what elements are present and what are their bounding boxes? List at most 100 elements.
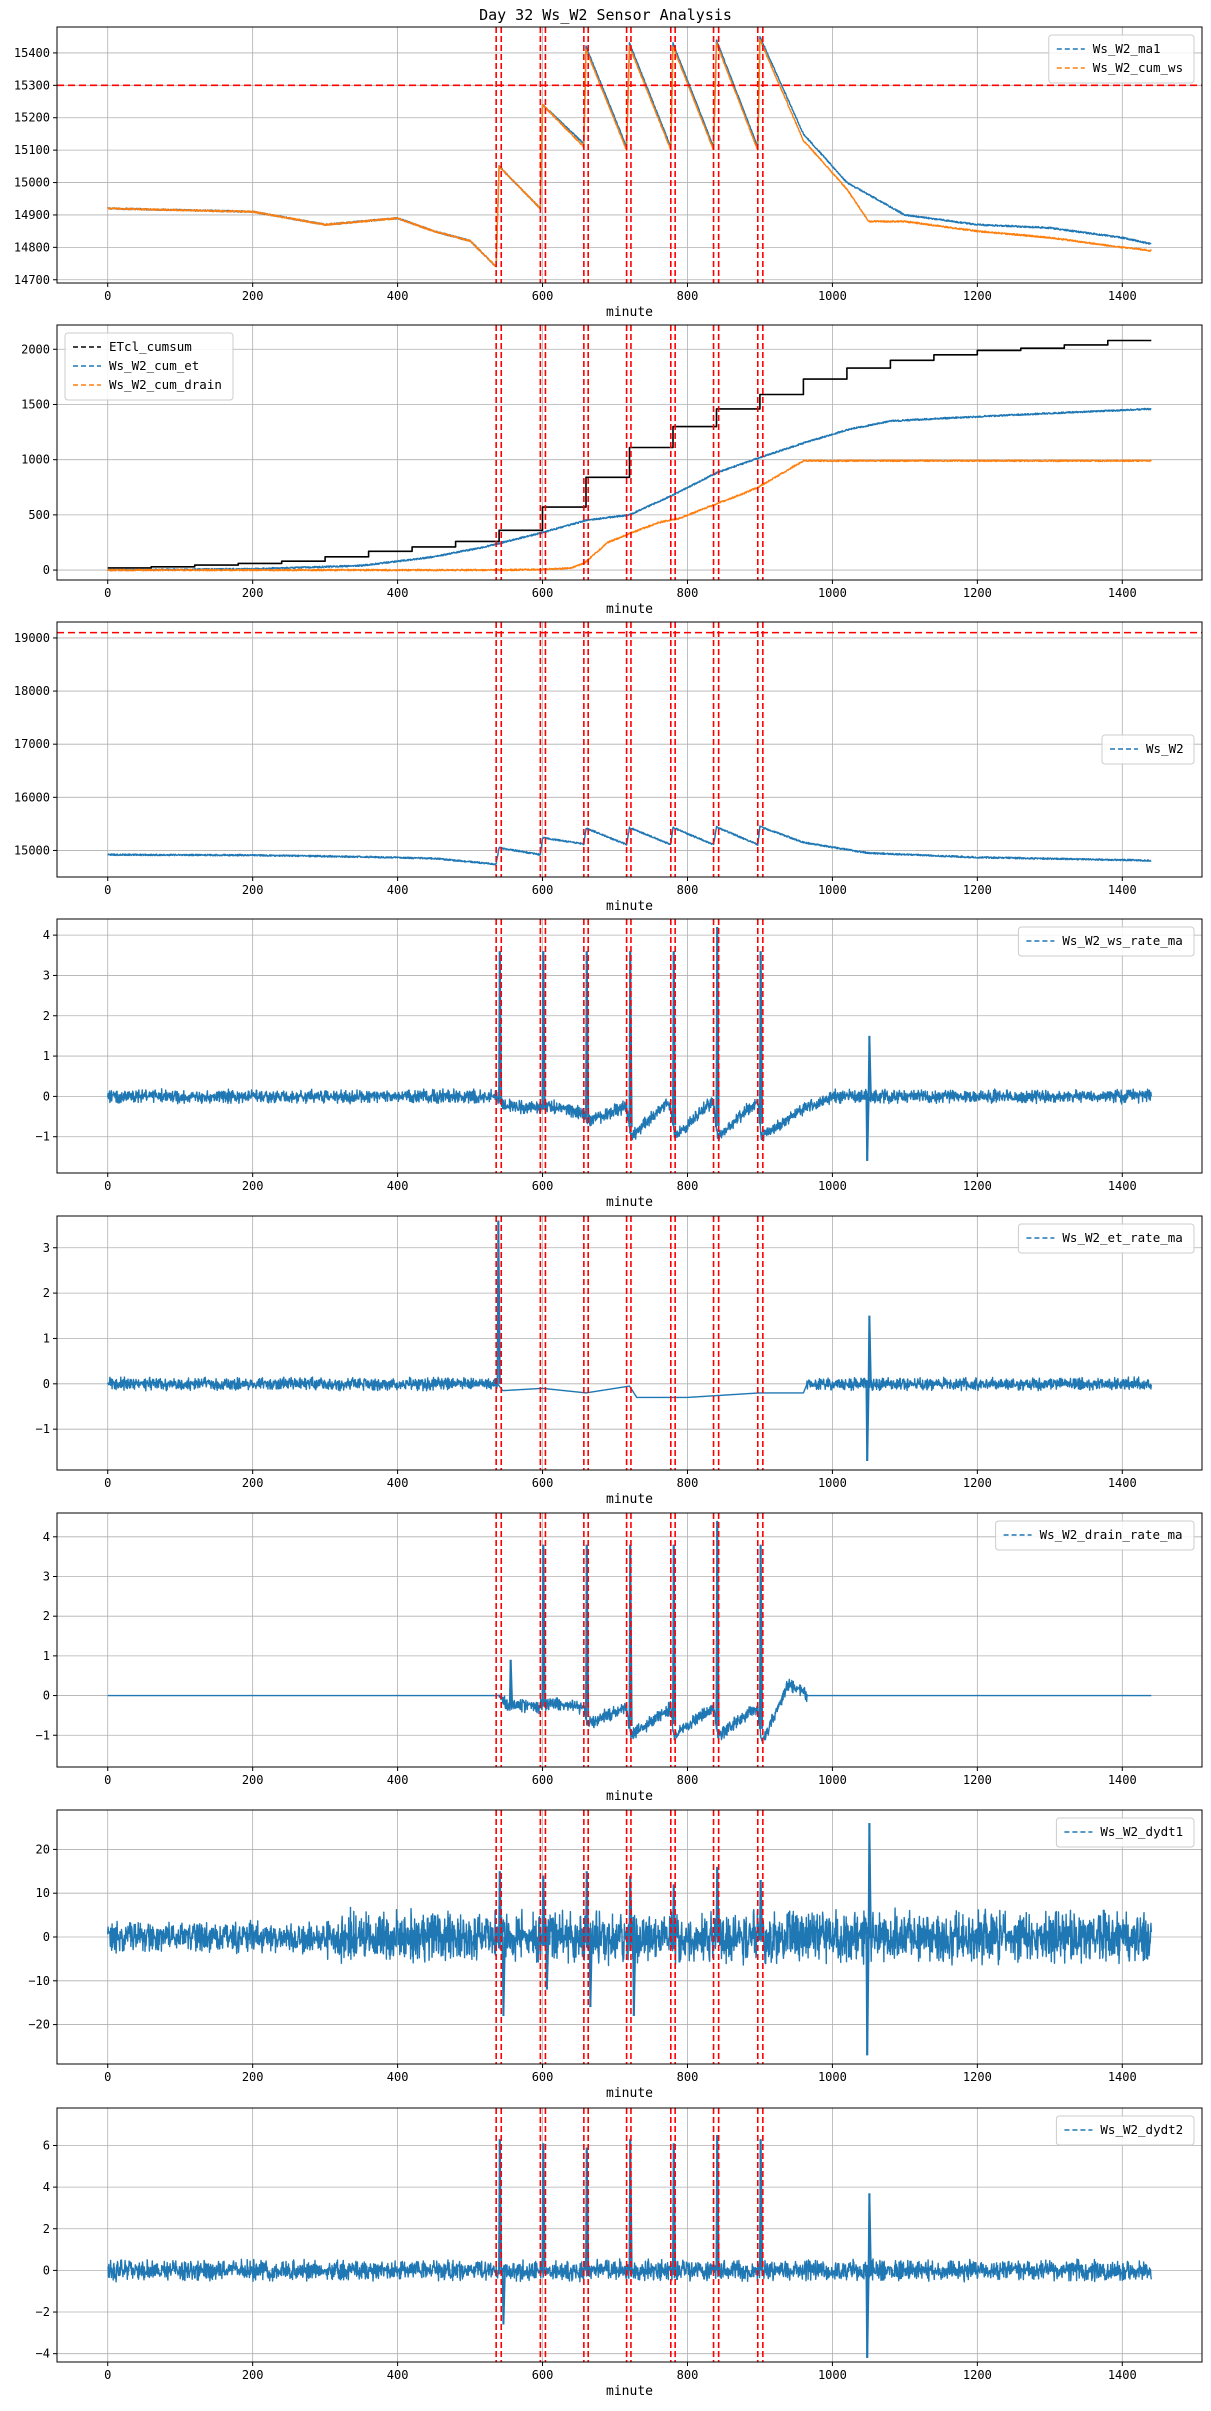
y-tick-label: 15100 (14, 143, 50, 157)
x-tick-label: 400 (387, 2368, 409, 2382)
y-tick-label: 500 (28, 508, 50, 522)
y-tick-label: 2 (43, 2222, 50, 2236)
spike-mark (868, 1315, 872, 1384)
x-axis-label: minute (606, 1789, 653, 1804)
y-tick-label: 1 (43, 1331, 50, 1345)
y-tick-label: 6 (43, 2138, 50, 2152)
x-tick-label: 1200 (963, 2368, 992, 2382)
axes-frame (56, 621, 1203, 878)
legend-label: Ws_W2_dydt2 (1100, 2122, 1183, 2137)
plot-area (107, 325, 1152, 580)
legend: Ws_W2_drain_rate_ma (995, 1520, 1195, 1551)
subplot-5: 0 200 400 600 800 1000 1200 1400 −1 0 1 2 3 minute Ws_… (36, 1215, 1203, 1507)
legend-label: Ws_W2_dydt1 (1100, 1824, 1183, 1839)
y-tick-label: 15200 (14, 111, 50, 125)
x-tick-label: 600 (532, 289, 554, 303)
y-tick-label: 2 (43, 1609, 50, 1623)
legend: Ws_W2 (1101, 734, 1195, 765)
series-line-Ws_W2_cum_ws (107, 38, 1152, 268)
legend-label: ETcl_cumsum (109, 339, 192, 354)
x-tick-label: 1200 (963, 2070, 992, 2084)
series-line-Ws_W2_cum_et (107, 407, 1152, 572)
x-tick-label: 400 (387, 883, 409, 897)
series-line-Ws_W2_cum_drain (107, 459, 1152, 572)
legend: Ws_W2_dydt1 (1055, 1817, 1195, 1848)
legend-box (1055, 2115, 1195, 2146)
y-tick-label: −1 (36, 1728, 50, 1742)
x-axis-label: minute (606, 1492, 653, 1507)
x-tick-label: 400 (387, 586, 409, 600)
x-tick-label: 800 (677, 883, 699, 897)
spike-mark (502, 1936, 506, 2016)
y-tick-label: 19000 (14, 631, 50, 645)
x-tick-label: 0 (104, 2070, 111, 2084)
x-axis-label: minute (606, 602, 653, 617)
spike-mark (502, 2270, 506, 2325)
axes-frame (56, 1512, 1203, 1768)
x-tick-label: 800 (677, 2368, 699, 2382)
y-tick-label: 14800 (14, 240, 50, 254)
x-tick-label: 600 (532, 2070, 554, 2084)
y-tick-label: −1 (36, 1422, 50, 1436)
axes-frame (56, 2107, 1203, 2363)
subplot-7: 0 200 400 600 800 1000 1200 1400 −20 −10 0 10 20 minu… (28, 1809, 1203, 2101)
x-tick-label: 400 (387, 289, 409, 303)
y-tick-label: −2 (36, 2305, 50, 2319)
spike-mark (759, 2139, 764, 2271)
legend-label: Ws_W2_cum_ws (1093, 60, 1183, 75)
y-tick-label: 0 (43, 1089, 50, 1103)
legend-box (995, 1520, 1195, 1551)
x-tick-label: 800 (677, 1773, 699, 1787)
y-tick-label: −20 (28, 2018, 50, 2032)
y-tick-label: 0 (43, 2263, 50, 2277)
x-tick-label: 0 (104, 289, 111, 303)
x-tick-label: 1000 (818, 1476, 847, 1490)
legend-label: Ws_W2_et_rate_ma (1062, 1230, 1182, 1245)
spike-mark (632, 1936, 637, 2016)
y-tick-label: −1 (36, 1130, 50, 1144)
y-tick-label: 2 (43, 1286, 50, 1300)
y-tick-label: −10 (28, 1974, 50, 1988)
legend-box (1048, 34, 1195, 84)
x-axis-label: minute (606, 899, 653, 914)
legend: Ws_W2_et_rate_ma (1017, 1223, 1195, 1254)
x-tick-label: 800 (677, 2070, 699, 2084)
legend-label: Ws_W2 (1146, 741, 1184, 756)
x-tick-label: 800 (677, 586, 699, 600)
subplot-4: 0 200 400 600 800 1000 1200 1400 −1 0 1 2 3 4 minute Ws… (36, 918, 1203, 1210)
x-tick-label: 1400 (1108, 1773, 1137, 1787)
y-tick-label: 14900 (14, 208, 50, 222)
spike-mark (868, 1035, 872, 1097)
x-tick-label: 400 (387, 1476, 409, 1490)
y-tick-label: 15000 (14, 176, 50, 190)
y-tick-label: 15300 (14, 78, 50, 92)
spike-mark (585, 951, 590, 1118)
x-axis-label: minute (606, 305, 653, 320)
x-tick-label: 400 (387, 1179, 409, 1193)
x-tick-label: 1200 (963, 289, 992, 303)
legend-box (1055, 1817, 1195, 1848)
y-tick-label: 4 (43, 2180, 50, 2194)
plot-area (107, 1810, 1152, 2064)
x-axis-label: minute (606, 1195, 653, 1210)
x-tick-label: 1000 (818, 2368, 847, 2382)
legend: ETcl_cumsum Ws_W2_cum_et Ws_W2_cum_drain (64, 332, 234, 401)
y-tick-label: 10 (36, 1886, 50, 1900)
y-tick-label: 1000 (21, 453, 50, 467)
x-tick-label: 200 (242, 883, 264, 897)
x-tick-label: 600 (532, 2368, 554, 2382)
spike-mark (497, 1220, 501, 1384)
y-tick-label: 1 (43, 1649, 50, 1663)
legend-box (64, 332, 234, 401)
spike-mark (545, 1936, 550, 1990)
series-line-Ws_W2_et_rate_ma (107, 1376, 1152, 1399)
axes-frame (56, 1215, 1203, 1471)
legend-box (1101, 734, 1195, 765)
spike-mark (542, 1875, 546, 1938)
legend-label: Ws_W2_cum_drain (109, 377, 222, 392)
y-tick-label: 4 (43, 1530, 50, 1544)
plot-area (107, 2108, 1152, 2362)
legend-label: Ws_W2_ws_rate_ma (1062, 933, 1182, 948)
spike-mark (542, 951, 546, 1107)
